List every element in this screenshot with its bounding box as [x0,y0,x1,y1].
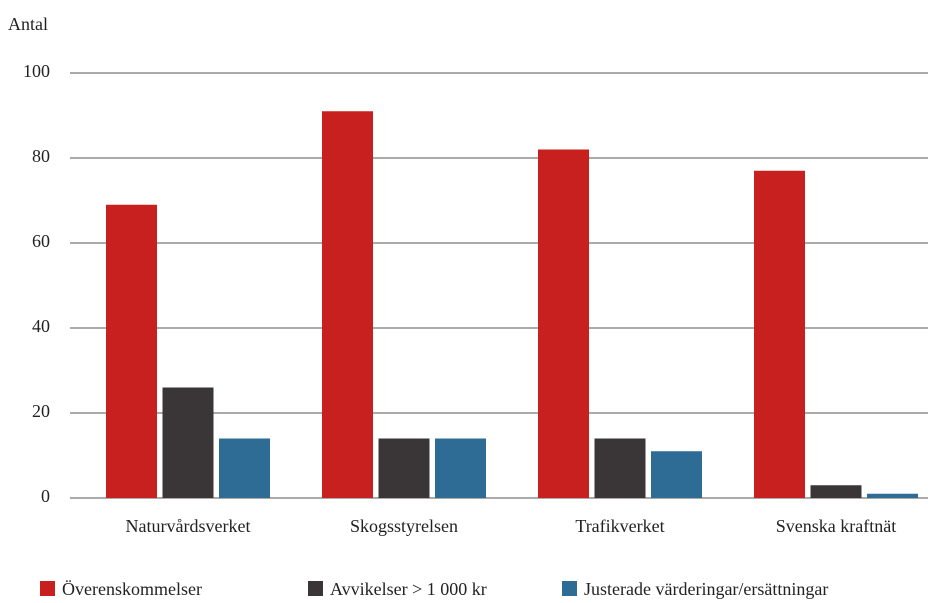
bar [594,438,646,498]
y-tick-label: 0 [41,486,50,506]
bar [378,438,430,498]
y-tick-label: 20 [32,401,50,421]
bar [867,493,918,498]
x-tick-label: Svenska kraftnät [776,516,896,536]
bar [322,111,373,498]
y-tick-label: 60 [32,231,50,251]
bar [162,387,214,498]
bar [435,438,486,498]
bar [538,149,589,498]
bar [810,485,862,498]
legend-swatch [562,581,577,596]
legend-label: Överenskommelser [62,579,202,599]
y-tick-label: 100 [23,61,50,81]
legend-label: Avvikelser > 1 000 kr [330,579,487,599]
y-tick-label: 80 [32,146,50,166]
bar [106,204,157,498]
x-tick-label: Trafikverket [575,516,664,536]
legend-label: Justerade värderingar/ersättningar [584,579,828,599]
bar [651,451,702,498]
x-tick-label: Naturvårdsverket [126,516,251,536]
y-tick-label: 40 [32,316,50,336]
legend-swatch [40,581,55,596]
bar [219,438,270,498]
legend-swatch [308,581,323,596]
bar [754,170,805,498]
x-tick-label: Skogsstyrelsen [350,516,458,536]
y-axis-label: Antal [8,14,48,34]
